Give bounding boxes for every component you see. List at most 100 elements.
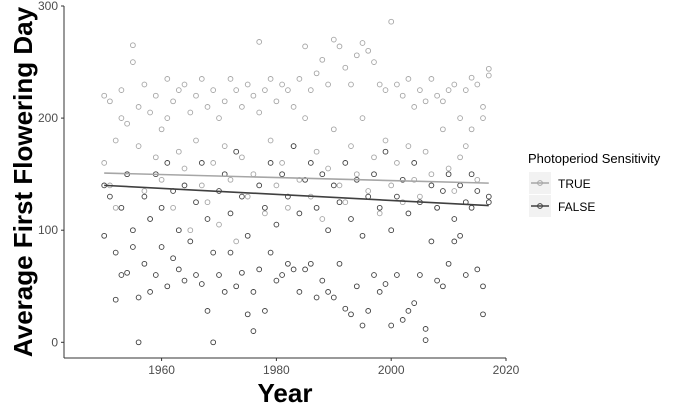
- point-false: [371, 171, 377, 178]
- point-false: [365, 308, 372, 314]
- point-true: [256, 39, 263, 45]
- point-false: [227, 210, 234, 217]
- point-false: [307, 260, 314, 267]
- point-false: [233, 283, 240, 290]
- point-true: [365, 47, 372, 54]
- point-false: [273, 221, 280, 228]
- point-true: [187, 109, 194, 116]
- point-false: [319, 171, 326, 178]
- point-true: [296, 76, 303, 82]
- point-true: [233, 87, 240, 93]
- point-true: [376, 81, 383, 88]
- point-true: [216, 115, 222, 121]
- point-true: [359, 115, 366, 121]
- point-true: [204, 104, 211, 110]
- point-false: [342, 160, 349, 166]
- point-false: [204, 308, 211, 314]
- point-true: [285, 87, 291, 93]
- point-true: [365, 188, 372, 194]
- point-false: [445, 171, 452, 178]
- point-true: [382, 87, 389, 93]
- point-false: [164, 283, 171, 290]
- point-false: [118, 272, 125, 278]
- point-true: [307, 87, 314, 93]
- point-false: [359, 232, 366, 239]
- point-false: [457, 232, 463, 239]
- point-true: [124, 120, 130, 127]
- point-false: [313, 204, 320, 211]
- point-false: [399, 317, 406, 323]
- point-true: [164, 115, 171, 121]
- point-false: [353, 283, 360, 290]
- point-true: [181, 165, 188, 172]
- point-false: [250, 328, 257, 334]
- point-true: [445, 165, 452, 172]
- point-false: [405, 308, 412, 314]
- point-false: [434, 204, 440, 211]
- point-false: [394, 193, 400, 200]
- point-true: [428, 171, 435, 178]
- point-false: [210, 339, 217, 346]
- point-false: [480, 283, 486, 290]
- point-false: [279, 171, 285, 178]
- point-true: [204, 199, 211, 206]
- point-false: [348, 311, 354, 318]
- point-false: [112, 249, 119, 256]
- point-true: [285, 204, 291, 211]
- point-true: [468, 126, 475, 133]
- point-true: [118, 87, 125, 93]
- point-true: [256, 109, 263, 116]
- point-false: [210, 249, 217, 256]
- point-true: [388, 18, 395, 25]
- point-true: [480, 104, 486, 110]
- point-false: [428, 182, 435, 189]
- point-false: [158, 204, 165, 211]
- point-false: [273, 277, 280, 284]
- point-true: [399, 199, 406, 206]
- point-true: [233, 238, 240, 245]
- point-true: [445, 87, 452, 93]
- point-false: [193, 199, 199, 206]
- point-false: [135, 294, 142, 301]
- point-false: [181, 277, 188, 284]
- point-false: [388, 322, 395, 329]
- point-false: [411, 300, 418, 306]
- y-tick-label: 200: [38, 111, 58, 125]
- point-true: [244, 81, 251, 88]
- point-true: [170, 98, 176, 105]
- point-true: [325, 165, 331, 172]
- point-false: [233, 148, 240, 155]
- point-true: [405, 143, 412, 149]
- point-false: [411, 160, 418, 166]
- point-false: [382, 148, 389, 155]
- point-true: [101, 160, 108, 166]
- point-false: [376, 289, 383, 295]
- point-true: [451, 188, 458, 194]
- point-true: [118, 115, 125, 121]
- point-true: [422, 148, 429, 155]
- point-true: [474, 176, 481, 183]
- point-false: [422, 337, 429, 343]
- point-false: [193, 272, 199, 278]
- point-false: [296, 289, 303, 295]
- point-true: [152, 92, 159, 99]
- point-false: [244, 232, 251, 239]
- point-true: [399, 92, 406, 99]
- point-true: [130, 42, 136, 49]
- point-false: [267, 249, 274, 256]
- point-true: [348, 81, 354, 88]
- point-false: [307, 160, 314, 166]
- point-true: [279, 81, 285, 88]
- point-false: [107, 193, 113, 200]
- point-true: [342, 199, 349, 206]
- point-false: [244, 311, 251, 318]
- point-false: [152, 272, 159, 278]
- point-true: [411, 104, 418, 110]
- point-true: [313, 148, 320, 155]
- point-true: [198, 182, 205, 189]
- point-false: [440, 283, 446, 290]
- point-true: [290, 104, 297, 110]
- point-true: [462, 143, 469, 149]
- legend-key-true-point: [537, 180, 543, 186]
- point-false: [147, 289, 153, 295]
